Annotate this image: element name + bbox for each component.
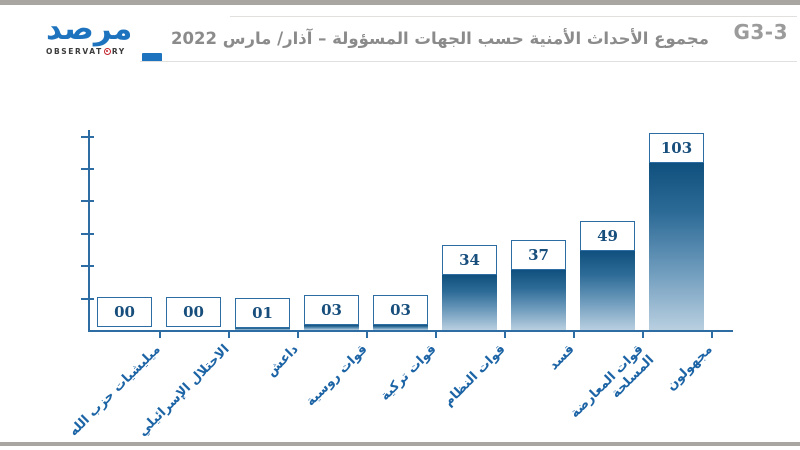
bar-value: 00	[183, 303, 204, 321]
chart-title: مجموع الأحداث الأمنية حسب الجهات المسؤول…	[171, 29, 709, 48]
y-axis-tick	[81, 298, 94, 300]
bar-value: 03	[390, 301, 411, 319]
top-border-bar	[0, 0, 800, 5]
bar	[649, 163, 704, 330]
logo-latin-suffix: RY	[111, 47, 126, 56]
bar	[373, 325, 428, 330]
bar-value: 01	[252, 304, 273, 322]
x-axis-tick	[573, 331, 575, 338]
logo-latin-prefix: OBSERVAT	[46, 47, 103, 56]
bar-value: 00	[114, 303, 135, 321]
bar-value: 37	[528, 246, 549, 264]
bar-value-box: 103	[649, 133, 704, 163]
bar	[235, 328, 290, 330]
bar-value: 49	[597, 227, 618, 245]
bar	[511, 270, 566, 330]
logo-latin-wordmark: OBSERVAT RY	[46, 47, 156, 56]
x-axis-tick	[297, 331, 299, 338]
logo-arabic-wordmark: مرصد	[46, 11, 133, 47]
figure-code: G3-3	[733, 20, 788, 44]
x-axis-tick	[159, 331, 161, 338]
y-axis-tick	[81, 265, 94, 267]
observatory-logo: مرصد OBSERVAT RY	[46, 11, 162, 62]
bar-value-box: 00	[97, 297, 152, 327]
bar-value-box: 03	[304, 295, 359, 325]
y-axis-tick	[81, 168, 94, 170]
category-label: قوات المعارضة المسلحة	[566, 342, 657, 422]
title-divider-bottom	[140, 61, 797, 62]
bar	[304, 325, 359, 330]
y-axis-tick	[81, 233, 94, 235]
x-axis-tick	[435, 331, 437, 338]
bar-value-box: 01	[235, 298, 290, 328]
x-axis-tick	[642, 331, 644, 338]
y-axis	[88, 130, 90, 332]
bar-value-box: 49	[580, 221, 635, 251]
bar-value-box: 34	[442, 245, 497, 275]
x-axis-tick	[711, 331, 713, 338]
y-axis-tick	[81, 200, 94, 202]
bar-value-box: 03	[373, 295, 428, 325]
bar-value-box: 37	[511, 240, 566, 270]
y-axis-tick	[81, 136, 94, 138]
logo-badge	[142, 53, 162, 62]
bottom-border-bar	[0, 442, 800, 446]
bar-value: 03	[321, 301, 342, 319]
x-axis-tick	[366, 331, 368, 338]
title-divider-top	[230, 16, 797, 17]
x-axis-tick	[228, 331, 230, 338]
x-axis	[88, 330, 733, 332]
bar-value-box: 00	[166, 297, 221, 327]
bar	[442, 275, 497, 330]
bar	[580, 251, 635, 330]
bar-value: 103	[660, 139, 693, 157]
bar-value: 34	[459, 251, 480, 269]
x-axis-tick	[504, 331, 506, 338]
target-icon	[103, 48, 111, 55]
